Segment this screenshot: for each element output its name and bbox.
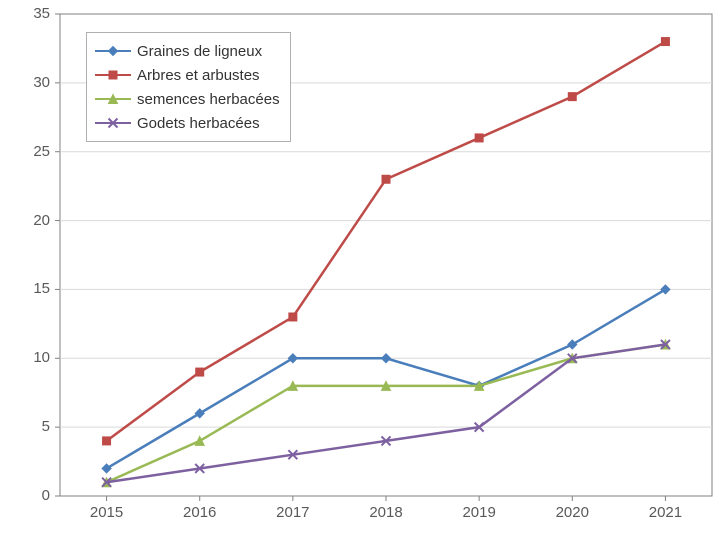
x-tick-label: 2020	[556, 504, 589, 521]
x-tick-label: 2019	[462, 504, 495, 521]
legend-swatch	[95, 41, 131, 61]
x-tick-label: 2017	[276, 504, 309, 521]
legend-label: Graines de ligneux	[137, 43, 262, 60]
y-tick-label: 25	[10, 143, 50, 160]
legend-label: semences herbacées	[137, 91, 280, 108]
x-tick-label: 2021	[649, 504, 682, 521]
line-chart: Graines de ligneux Arbres et arbustes seme…	[0, 0, 727, 533]
y-tick-label: 30	[10, 74, 50, 91]
y-tick-label: 0	[10, 487, 50, 504]
y-tick-label: 10	[10, 349, 50, 366]
legend-item: Godets herbacées	[95, 111, 280, 135]
x-tick-label: 2015	[90, 504, 123, 521]
x-tick-label: 2016	[183, 504, 216, 521]
legend-swatch	[95, 113, 131, 133]
legend-item: Graines de ligneux	[95, 39, 280, 63]
legend-swatch	[95, 89, 131, 109]
y-tick-label: 15	[10, 280, 50, 297]
legend-item: semences herbacées	[95, 87, 280, 111]
x-tick-label: 2018	[369, 504, 402, 521]
legend-label: Godets herbacées	[137, 115, 260, 132]
y-tick-label: 35	[10, 5, 50, 22]
legend-swatch	[95, 65, 131, 85]
legend-item: Arbres et arbustes	[95, 63, 280, 87]
chart-legend: Graines de ligneux Arbres et arbustes seme…	[86, 32, 291, 142]
y-tick-label: 5	[10, 418, 50, 435]
y-tick-label: 20	[10, 212, 50, 229]
legend-label: Arbres et arbustes	[137, 67, 260, 84]
